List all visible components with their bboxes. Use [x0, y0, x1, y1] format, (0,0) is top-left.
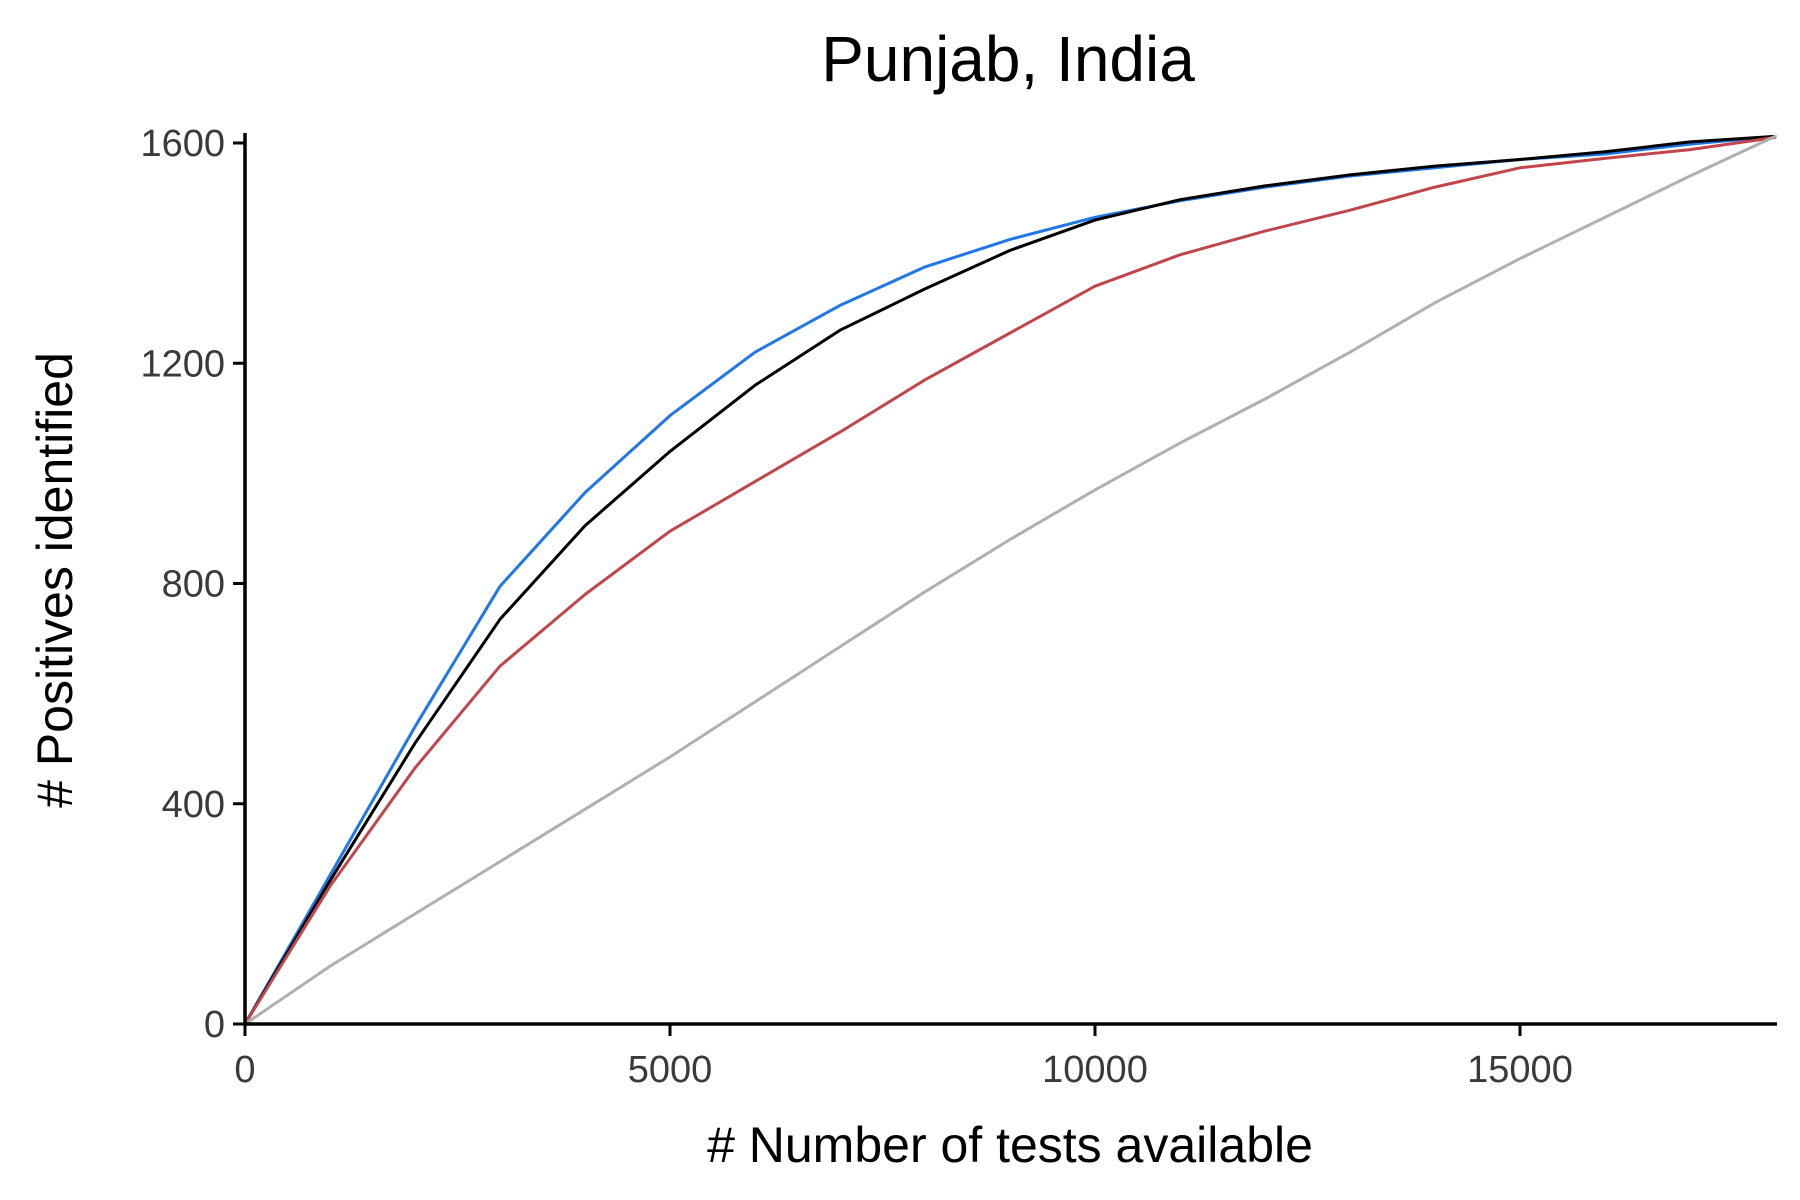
y-axis-ticks: 0 400 800 1200 1600: [140, 123, 245, 1046]
y-tick-label: 1600: [140, 123, 225, 165]
x-tick-label: 0: [234, 1049, 255, 1091]
y-tick-label: 800: [162, 564, 225, 606]
y-axis-label: # Positives identified: [27, 352, 83, 808]
x-axis-ticks: 0 5000 10000 15000: [234, 1024, 1573, 1091]
y-tick-label: 400: [162, 784, 225, 826]
x-tick-label: 5000: [628, 1049, 713, 1091]
y-tick-label: 1200: [140, 343, 225, 385]
series-line-1: [243, 134, 1777, 1026]
series-line-4: [243, 134, 1777, 1026]
y-tick-label: 0: [204, 1004, 225, 1046]
x-tick-label: 10000: [1042, 1049, 1148, 1091]
chart-title: Punjab, India: [821, 23, 1195, 95]
x-axis-label: # Number of tests available: [707, 1117, 1313, 1173]
series-line-3: [243, 136, 1777, 1026]
series-line-2: [243, 134, 1777, 1026]
series-group: [243, 134, 1777, 1026]
x-tick-label: 15000: [1467, 1049, 1573, 1091]
